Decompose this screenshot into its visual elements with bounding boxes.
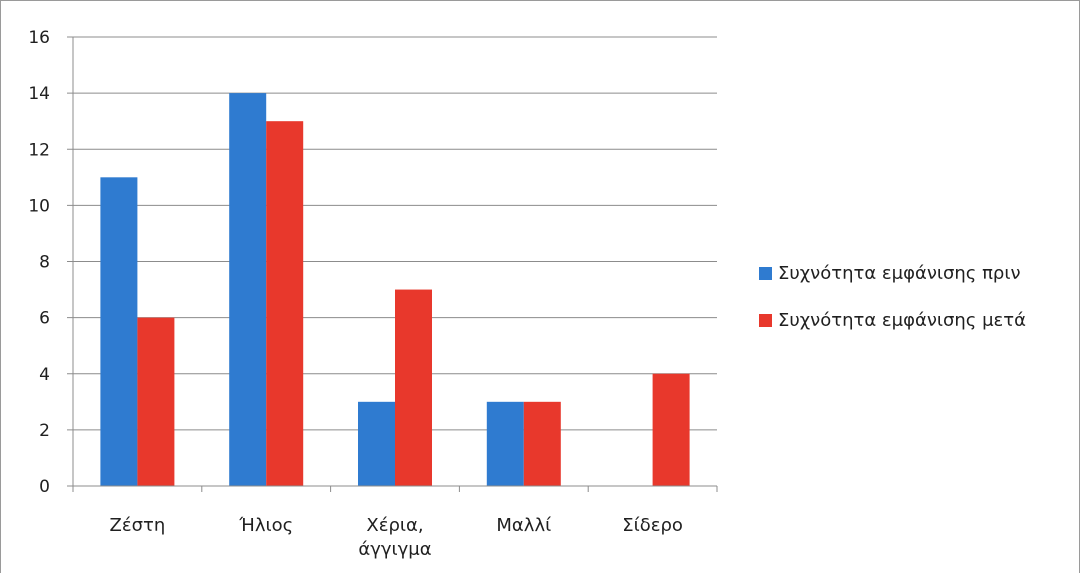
y-tick-label: 10 [28,196,50,216]
y-tick-label: 16 [28,28,50,48]
bar [137,317,175,486]
x-tick-label: Μαλλί [496,515,551,536]
x-tick-label: Ζέστη [110,515,166,536]
legend-item-after: Συχνότητα εμφάνισης μετά [759,306,1026,334]
bar [486,401,524,486]
y-tick-label: 0 [39,477,50,497]
legend-swatch-after [759,313,772,327]
y-tick-label: 14 [28,84,50,104]
bar [358,401,395,486]
bar [100,177,138,486]
y-tick-label: 4 [39,365,50,385]
y-tick-label: 12 [28,140,50,160]
legend-label-after: Συχνότητα εμφάνισης μετά [778,309,1026,331]
legend-label-before: Συχνότητα εμφάνισης πριν [778,262,1021,284]
x-tick-label: Χέρια, [366,515,423,536]
y-tick-label: 6 [39,309,50,329]
y-tick-label: 8 [39,253,50,273]
bar [523,401,561,486]
x-tick-label: Ήλιος [238,515,293,536]
legend: Συχνότητα εμφάνισης πριν Συχνότητα εμφάν… [759,259,1026,353]
x-tick-label: άγγιγμα [358,539,431,560]
bar [229,93,267,486]
y-tick-label: 2 [39,421,50,441]
bar [652,373,690,486]
x-tick-label: Σίδερο [622,515,683,536]
legend-swatch-before [759,266,772,280]
bar [395,289,432,486]
legend-item-before: Συχνότητα εμφάνισης πριν [759,259,1026,287]
bar [266,121,304,486]
